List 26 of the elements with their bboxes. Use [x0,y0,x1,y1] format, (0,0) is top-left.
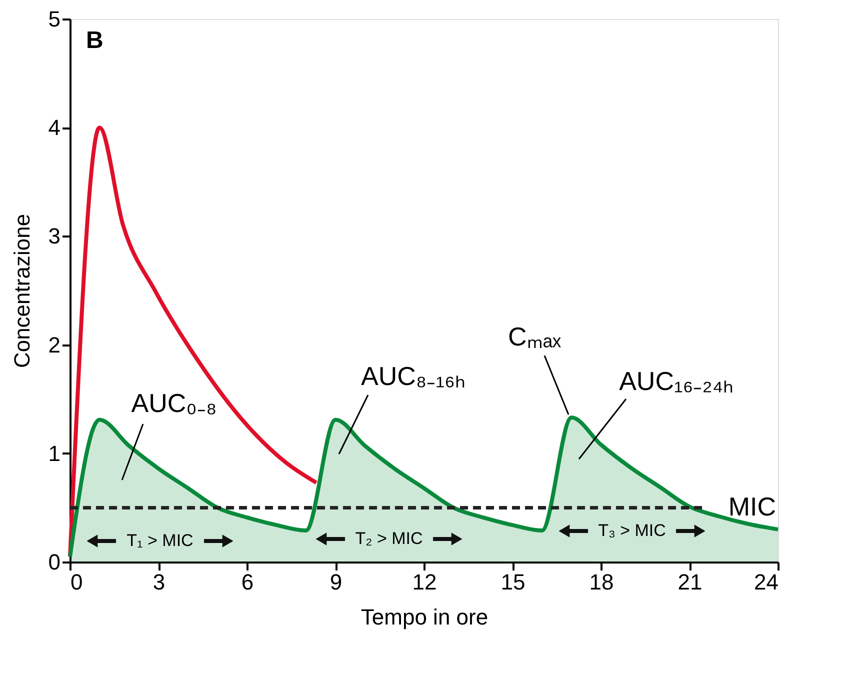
y-axis-title: Concentrazione [9,214,34,368]
y-tick-label: 0 [48,550,60,574]
y-tick-label: 5 [48,6,60,32]
y-tick-label: 4 [48,115,60,140]
y-tick-label: 1 [48,440,60,466]
x-tick-label: 12 [412,570,437,594]
y-tick-label: 3 [48,224,60,249]
x-tick-label: 6 [241,570,254,594]
annotation: AUC₁₆₋₂₄ₕ [619,366,733,396]
annotation: T₃ > MIC [598,521,666,540]
x-tick-label: 3 [152,570,166,594]
annotation: T₁ > MIC [126,531,194,550]
annotation: T₂ > MIC [355,529,423,548]
x-tick-label: 18 [589,570,614,594]
x-tick-label: 15 [500,570,526,594]
y-tick-label: 2 [48,332,60,358]
x-tick-label: 0 [70,570,83,594]
annotation: AUC₈₋₁₆ₕ [361,361,465,391]
ref-line-label: MIC [728,492,776,522]
annotation: B [86,27,104,54]
x-axis-title: Tempo in ore [360,604,488,630]
annotation: AUC₀₋₈ [131,388,217,418]
x-tick-label: 24 [754,570,778,594]
annotation: Cₘₐₓ [508,322,562,352]
x-tick-label: 9 [330,570,342,594]
x-tick-label: 21 [678,570,702,594]
